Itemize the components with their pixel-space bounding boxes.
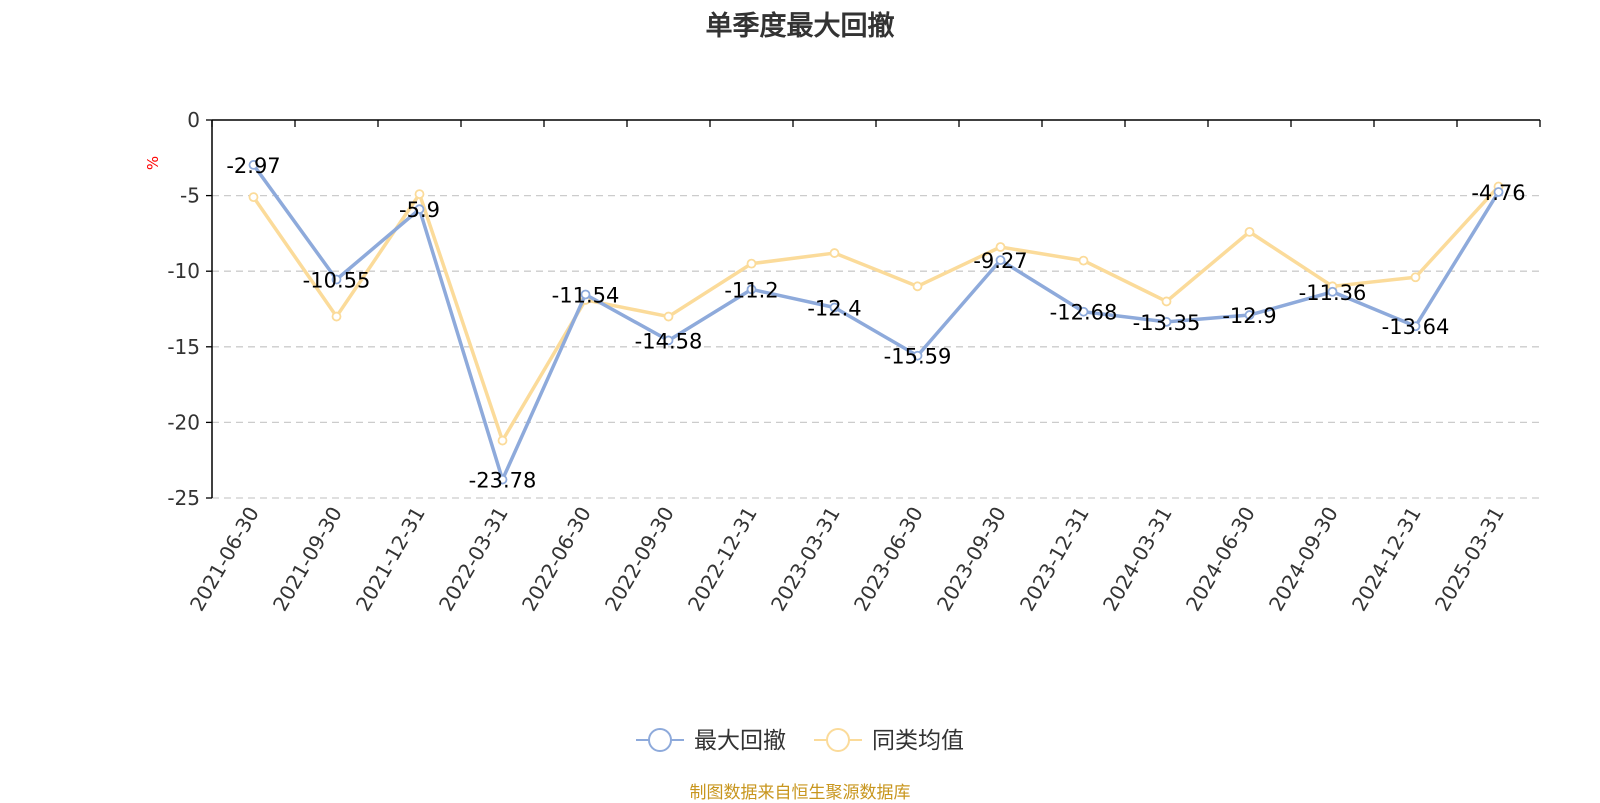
data-label: -15.59 <box>884 345 952 369</box>
series-2-point <box>1493 181 1504 192</box>
data-label: -9.27 <box>973 249 1027 273</box>
series-1-point <box>746 284 757 295</box>
data-label: -14.58 <box>635 329 703 353</box>
series-2-point <box>1327 281 1338 292</box>
data-label: -4.76 <box>1471 181 1525 205</box>
series-2-point <box>829 248 840 258</box>
series-1-point <box>912 350 923 361</box>
x-tick-label: 2023-12-31 <box>1015 503 1094 616</box>
x-tick-label: 2024-09-30 <box>1264 503 1343 616</box>
x-tick-label: 2024-03-31 <box>1098 503 1177 616</box>
data-label: -10.55 <box>303 269 371 293</box>
series-2-point <box>248 192 259 203</box>
data-label: -12.4 <box>807 296 861 320</box>
series-1-point <box>663 335 674 346</box>
legend-marker-icon <box>648 728 672 752</box>
series-1-point <box>331 274 342 285</box>
series-1-point <box>829 302 840 313</box>
x-tick-label: 2023-09-30 <box>932 503 1011 616</box>
data-label: -13.64 <box>1382 315 1450 339</box>
series-1-point <box>580 289 591 300</box>
series-2-point <box>1244 226 1255 237</box>
series-1-point <box>1493 187 1504 197</box>
y-tick-label: 0 <box>187 108 200 132</box>
legend-label: 最大回撤 <box>694 728 786 754</box>
series-1-point <box>1244 310 1255 320</box>
series-1-point <box>497 474 508 485</box>
data-label: -11.2 <box>724 278 778 302</box>
x-tick-label: 2021-09-30 <box>268 503 347 616</box>
legend: 最大回撤 同类均值 <box>636 728 964 754</box>
y-tick-label: -10 <box>167 259 200 283</box>
series-1-point <box>1161 316 1172 327</box>
series-2-point <box>1078 255 1089 266</box>
legend-label: 同类均值 <box>872 728 964 754</box>
series-line-2 <box>252 185 1500 443</box>
data-label: -23.78 <box>469 469 537 493</box>
y-tick-label: -5 <box>180 184 200 208</box>
data-labels: -2.97 -10.55 -5.9 -23.78 -11.54 -14.58 -11.2 -1… <box>226 154 1525 493</box>
data-label: -11.36 <box>1299 281 1367 305</box>
series-1-point <box>248 160 259 170</box>
series-2-point <box>663 311 674 322</box>
x-tick-label: 2022-09-30 <box>600 503 679 616</box>
series-2-point <box>331 311 342 322</box>
data-label: -5.9 <box>399 198 440 222</box>
series-2-point <box>746 258 757 269</box>
series-2-point <box>414 189 425 199</box>
x-tick-label: 2022-12-31 <box>683 503 762 616</box>
data-label: -12.68 <box>1050 301 1118 325</box>
data-label: -11.54 <box>552 283 620 307</box>
legend-marker-icon <box>826 728 850 752</box>
x-tick-label: 2024-12-31 <box>1347 503 1426 616</box>
series-2-point <box>1161 296 1172 307</box>
y-tick-label: -20 <box>167 410 200 434</box>
x-tick-label: 2022-06-30 <box>517 503 596 616</box>
chart-title: 单季度最大回撤 <box>705 11 895 42</box>
y-axis-label: % <box>144 156 162 170</box>
series-2-point <box>580 295 591 305</box>
series-1-point <box>1327 286 1338 297</box>
series <box>248 160 1504 485</box>
x-tick-label: 2023-03-31 <box>766 503 845 616</box>
data-label: -13.35 <box>1133 311 1201 335</box>
series-1-point <box>414 204 425 215</box>
x-tick-label: 2022-03-31 <box>434 503 513 616</box>
series-2-point <box>995 242 1006 252</box>
y-tick-label: -15 <box>167 335 200 359</box>
data-label: -2.97 <box>226 154 280 178</box>
axes: 0 -5 -10 -15 -20 -25% 2021-06-30 2021-09-30 2021… <box>144 108 1541 616</box>
gridlines <box>212 194 1540 499</box>
series-line-1 <box>252 163 1500 482</box>
series-1-point <box>1078 306 1089 317</box>
data-label: -12.9 <box>1222 304 1276 328</box>
series-2-point <box>497 435 508 446</box>
footer-source-note: 制图数据来自恒生聚源数据库 <box>689 783 911 803</box>
y-tick-label: -25 <box>167 486 200 510</box>
x-tick-label: 2024-06-30 <box>1181 503 1260 616</box>
series-1-point <box>995 255 1006 266</box>
series-2-point <box>1410 272 1421 283</box>
series-2-point <box>912 281 923 292</box>
series-1-point <box>1410 321 1421 332</box>
x-tick-label: 2021-06-30 <box>185 503 264 616</box>
x-tick-label: 2025-03-31 <box>1430 503 1509 616</box>
x-tick-label: 2023-06-30 <box>849 503 928 616</box>
x-tick-label: 2021-12-31 <box>351 503 430 616</box>
